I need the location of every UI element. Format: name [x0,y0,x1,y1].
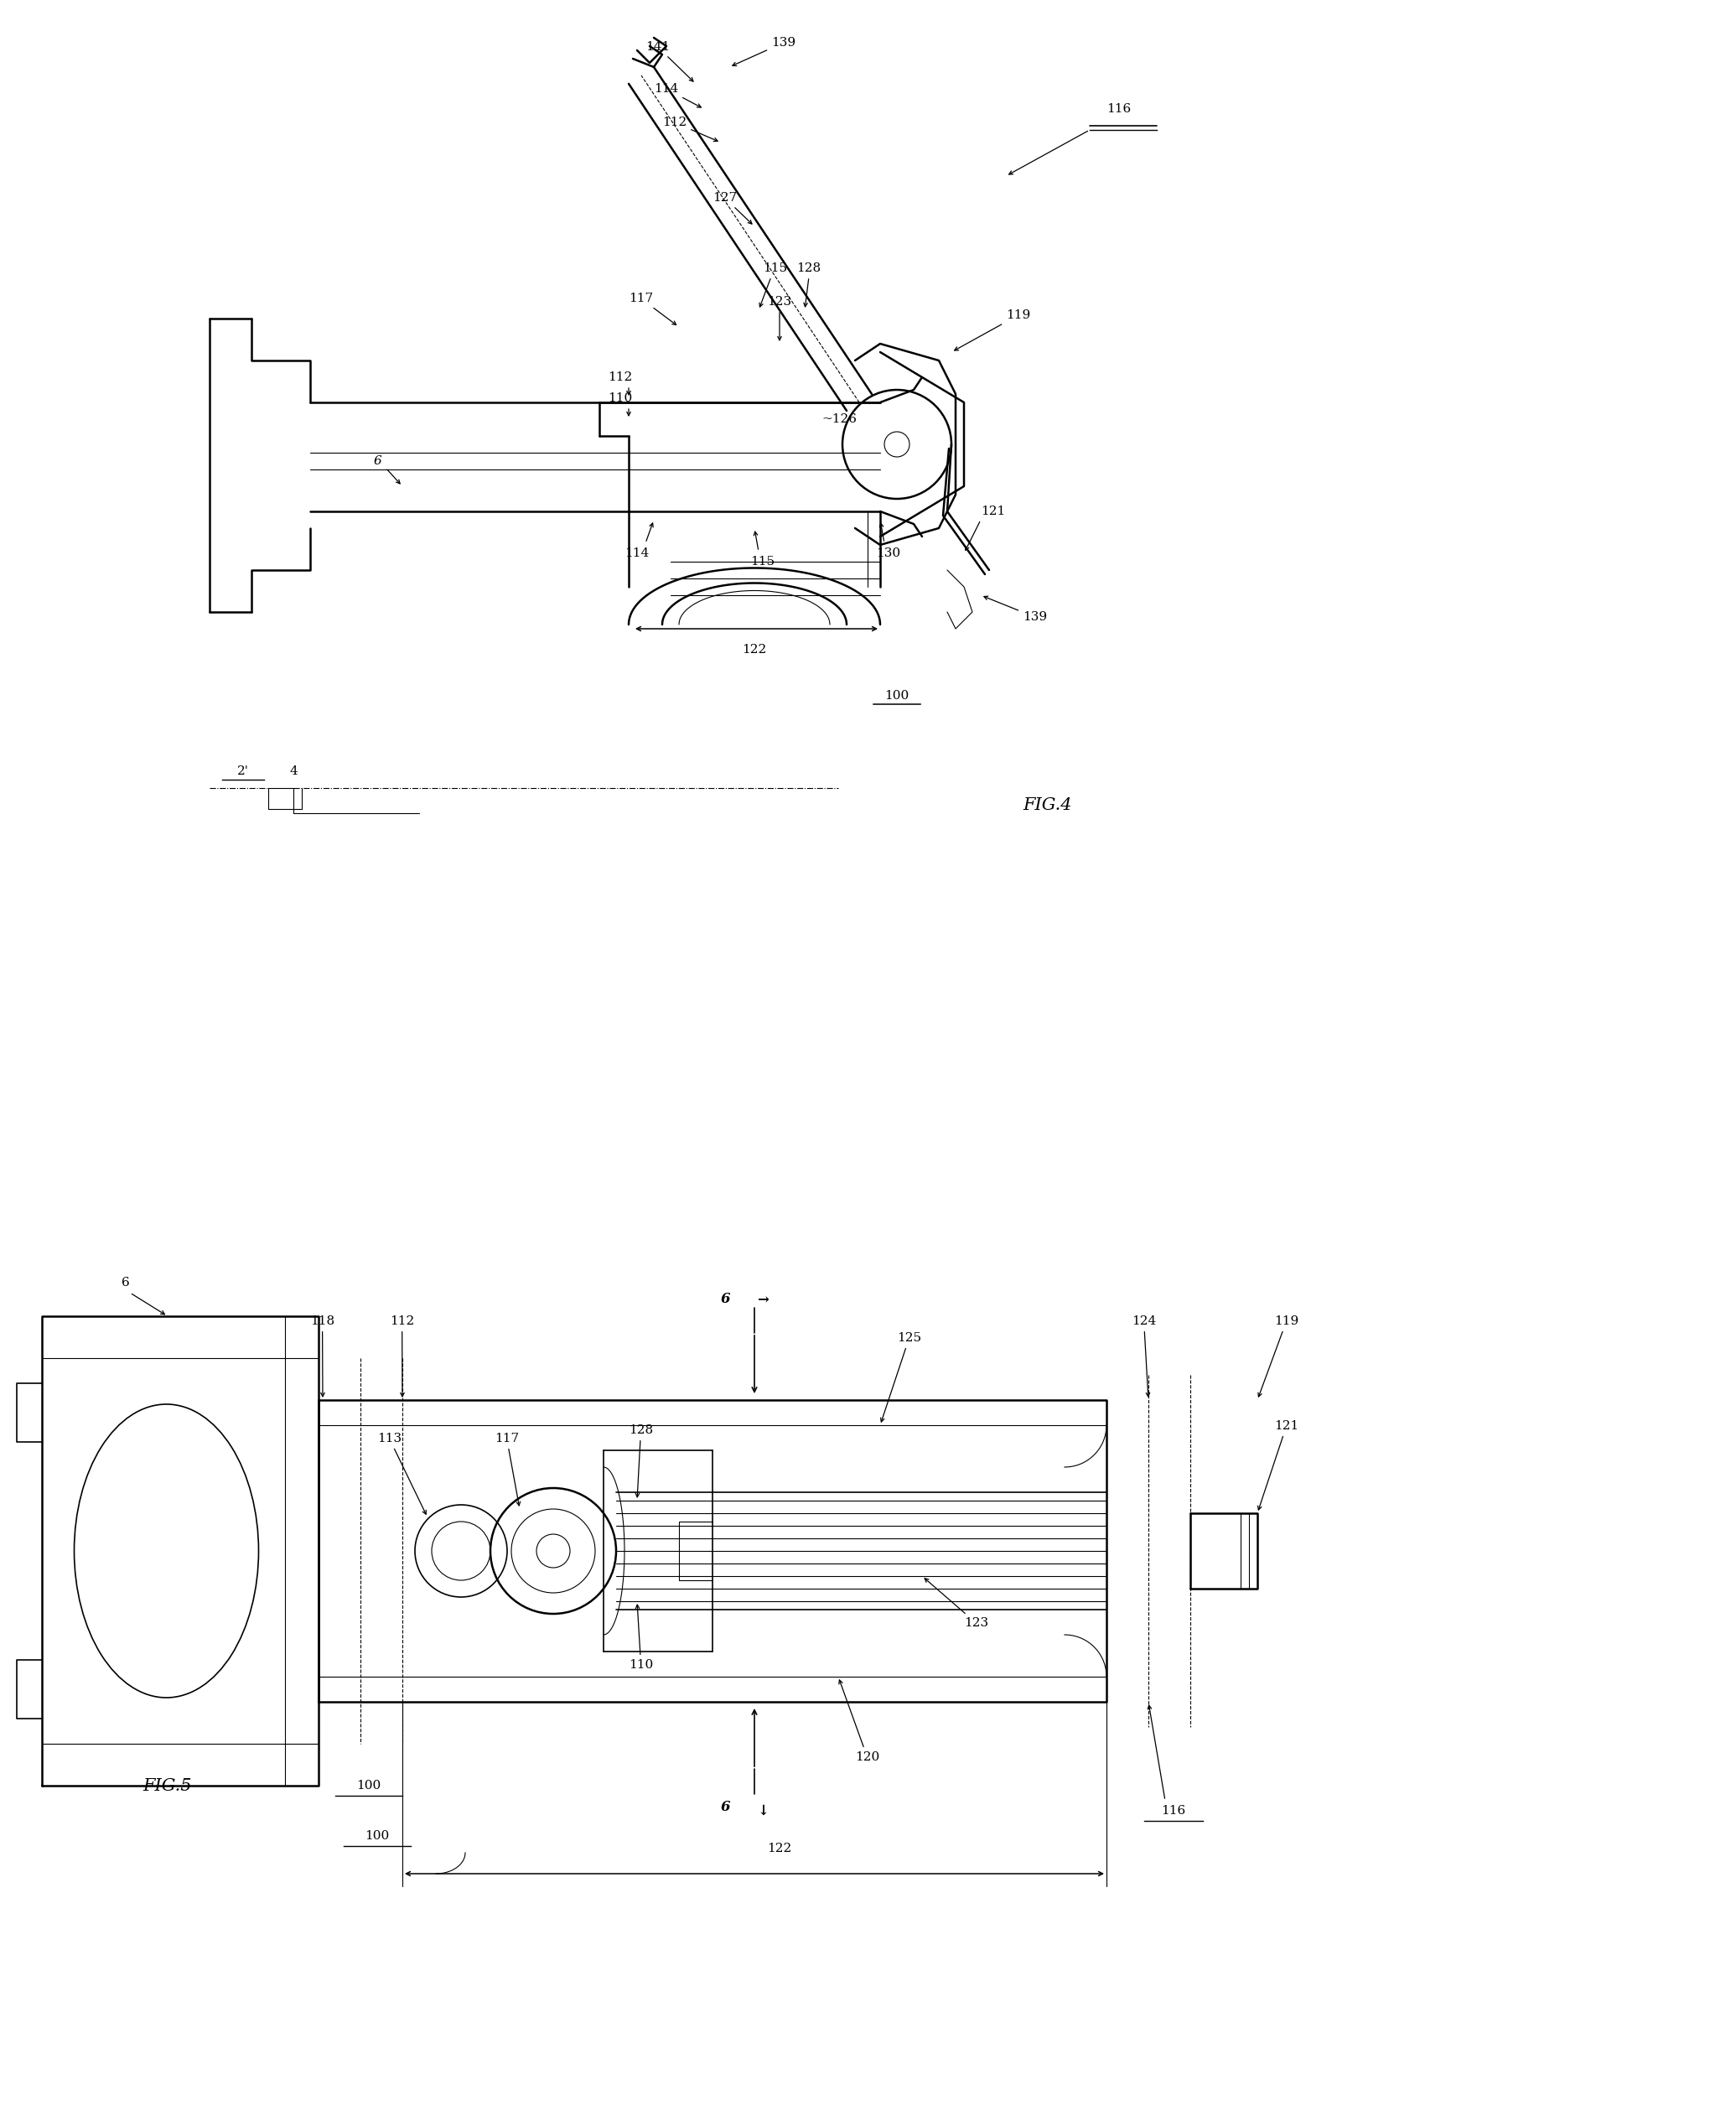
Text: 112: 112 [391,1315,415,1396]
Text: 128: 128 [797,263,821,274]
Text: 122: 122 [743,645,767,655]
Text: 141: 141 [646,40,693,81]
Text: 100: 100 [885,689,910,702]
Text: 124: 124 [1132,1315,1156,1396]
Text: 122: 122 [767,1843,792,1854]
Text: 130: 130 [877,547,901,560]
Text: 120: 120 [838,1680,880,1763]
Text: 125: 125 [880,1332,922,1421]
Text: 110: 110 [628,1606,653,1671]
Text: 114: 114 [654,83,701,108]
Text: 6: 6 [122,1277,130,1290]
Text: 139: 139 [984,596,1047,624]
Text: 112: 112 [661,117,717,142]
Text: 2': 2' [238,766,248,776]
Text: 115: 115 [750,556,774,568]
Text: →: → [757,1292,769,1307]
Text: 119: 119 [955,310,1031,350]
Text: ~126: ~126 [821,414,856,424]
Text: 6: 6 [720,1292,729,1307]
Text: 113: 113 [377,1432,425,1514]
Text: 117: 117 [495,1432,521,1506]
Text: FIG.5: FIG.5 [142,1777,193,1794]
Text: 121: 121 [981,505,1005,518]
Text: 100: 100 [365,1830,389,1841]
Text: 119: 119 [1259,1315,1299,1398]
Text: 100: 100 [356,1780,382,1792]
Text: 115: 115 [764,263,788,274]
Text: 110: 110 [608,392,632,405]
Text: 6: 6 [373,456,382,467]
Text: 127: 127 [712,193,752,225]
Text: 112: 112 [608,371,632,384]
Text: 121: 121 [1259,1421,1299,1510]
Text: 4: 4 [290,766,297,776]
Text: 6: 6 [720,1799,729,1813]
Text: 118: 118 [311,1315,335,1396]
Text: 139: 139 [733,36,795,66]
Text: 117: 117 [628,293,677,325]
Text: ↓: ↓ [757,1803,769,1818]
Text: 116: 116 [1161,1805,1186,1818]
Text: FIG.4: FIG.4 [1023,797,1073,812]
Text: 114: 114 [625,547,649,560]
Text: 123: 123 [767,297,792,308]
Text: 116: 116 [1108,104,1132,115]
Text: 123: 123 [925,1578,988,1629]
Text: 128: 128 [628,1425,653,1497]
